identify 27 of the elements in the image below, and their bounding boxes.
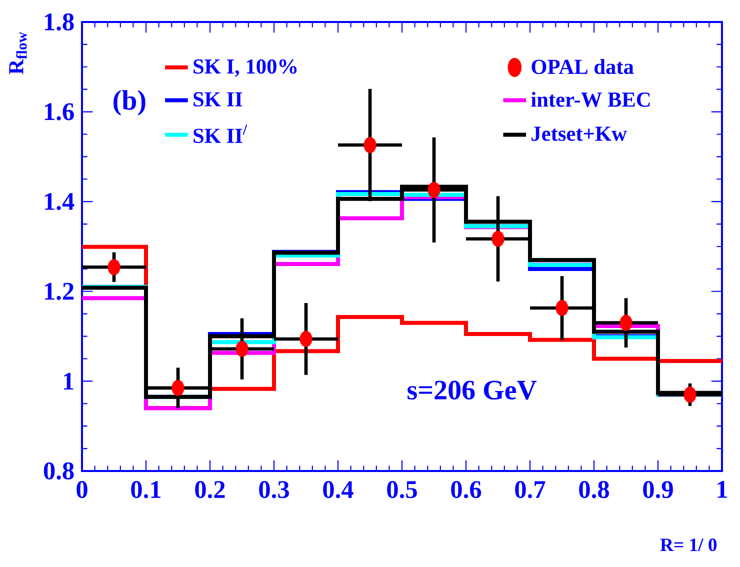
legend-label: inter-W BEC	[531, 92, 650, 107]
x-tick-label: 0.9	[643, 481, 673, 498]
annotation: (b)	[114, 90, 146, 116]
legend-label: OPAL data	[532, 59, 634, 74]
x-tick-label: 0.3	[259, 481, 289, 498]
y-tick-label: 1.8	[44, 13, 74, 31]
x-tick-label: 0.8	[579, 481, 609, 498]
y-tick-label: 1	[64, 372, 74, 390]
annotation: s=206 GeV	[408, 380, 537, 400]
legend-label: SK II$^{/}$	[194, 124, 248, 144]
y-tick-label: 1.2	[44, 282, 74, 300]
x-tick-label: 0	[76, 481, 88, 498]
y-tick-label: 0.8	[44, 462, 74, 480]
x-tick-label: 0.4	[323, 481, 354, 498]
y-tick-label: 1.4	[44, 193, 74, 210]
legend-label: Jetset+Kw	[532, 126, 627, 141]
x-axis-title: R= 1/ 0	[660, 538, 717, 552]
legend-label: SK I, 100%	[194, 59, 297, 77]
legend-label: SK II	[194, 92, 242, 106]
y-axis-title: R$_{flow}$	[9, 32, 27, 74]
x-tick-label: 0.7	[515, 481, 546, 498]
y-tick-label: 1.6	[44, 103, 74, 120]
x-tick-label: 0.5	[387, 481, 417, 498]
x-tick-label: 0.6	[451, 481, 482, 498]
x-tick-label: 0.2	[195, 481, 225, 498]
x-tick-label: 1	[718, 481, 728, 498]
x-tick-label: 0.1	[131, 481, 161, 498]
